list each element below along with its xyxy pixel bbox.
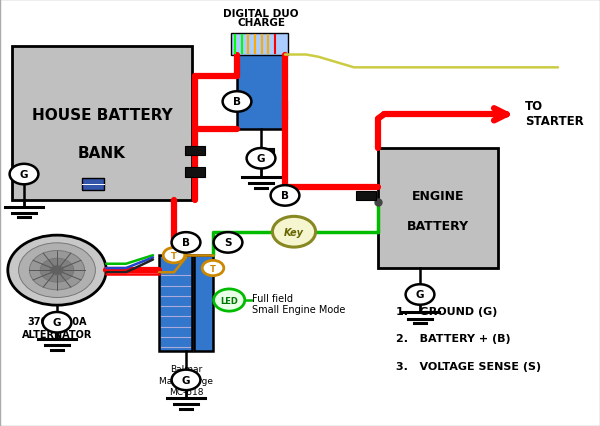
- Bar: [185, 147, 205, 156]
- Bar: [254, 149, 274, 158]
- Circle shape: [8, 236, 106, 305]
- Text: 2.   BATTERY + (B): 2. BATTERY + (B): [396, 334, 511, 344]
- Circle shape: [202, 261, 224, 276]
- Text: 1.   GROUND (G): 1. GROUND (G): [396, 306, 497, 316]
- Bar: [82, 178, 104, 190]
- Bar: [237, 47, 285, 130]
- Text: BATTERY: BATTERY: [407, 219, 469, 232]
- Circle shape: [223, 92, 251, 112]
- Text: 3.   VOLTAGE SENSE (S): 3. VOLTAGE SENSE (S): [396, 361, 541, 371]
- Text: B: B: [182, 238, 190, 248]
- Text: G: G: [182, 375, 190, 385]
- Text: S: S: [224, 238, 232, 248]
- Bar: [12, 47, 192, 200]
- Text: G: G: [20, 170, 28, 180]
- Text: Full field: Full field: [252, 293, 293, 303]
- Circle shape: [247, 149, 275, 169]
- Text: CHARGE: CHARGE: [237, 18, 285, 28]
- Text: B: B: [281, 191, 289, 201]
- Text: MC-618: MC-618: [169, 387, 203, 396]
- Text: 370A-400A: 370A-400A: [27, 316, 87, 326]
- Text: Max Charge: Max Charge: [159, 376, 213, 385]
- Text: TO
STARTER: TO STARTER: [525, 100, 584, 128]
- Text: Balmar: Balmar: [170, 364, 202, 373]
- Circle shape: [40, 259, 74, 282]
- Bar: [231, 34, 288, 55]
- Bar: [159, 256, 192, 351]
- Text: G: G: [257, 154, 265, 164]
- Text: T: T: [210, 264, 216, 273]
- Text: LED: LED: [220, 296, 238, 305]
- Text: HOUSE BATTERY: HOUSE BATTERY: [32, 107, 172, 123]
- Text: Key: Key: [284, 227, 304, 237]
- Circle shape: [10, 164, 38, 185]
- Circle shape: [172, 233, 200, 253]
- Circle shape: [214, 289, 245, 311]
- Circle shape: [50, 265, 64, 276]
- Circle shape: [172, 370, 200, 390]
- Text: G: G: [416, 290, 424, 300]
- Circle shape: [406, 285, 434, 305]
- Text: ENGINE: ENGINE: [412, 190, 464, 202]
- Bar: [378, 149, 498, 268]
- Text: BANK: BANK: [78, 146, 126, 161]
- Text: Small Engine Mode: Small Engine Mode: [252, 304, 346, 314]
- Circle shape: [272, 217, 316, 248]
- Bar: [356, 191, 376, 201]
- Text: T: T: [171, 251, 177, 260]
- Circle shape: [43, 312, 71, 333]
- Circle shape: [271, 186, 299, 206]
- Text: DIGITAL DUO: DIGITAL DUO: [223, 9, 299, 19]
- Text: G: G: [53, 317, 61, 328]
- Bar: [185, 168, 205, 177]
- Circle shape: [19, 243, 95, 298]
- Text: ALTERNATOR: ALTERNATOR: [22, 329, 92, 339]
- Text: B: B: [233, 97, 241, 107]
- Circle shape: [214, 233, 242, 253]
- Bar: [194, 256, 213, 351]
- Circle shape: [29, 251, 85, 290]
- Circle shape: [163, 248, 185, 263]
